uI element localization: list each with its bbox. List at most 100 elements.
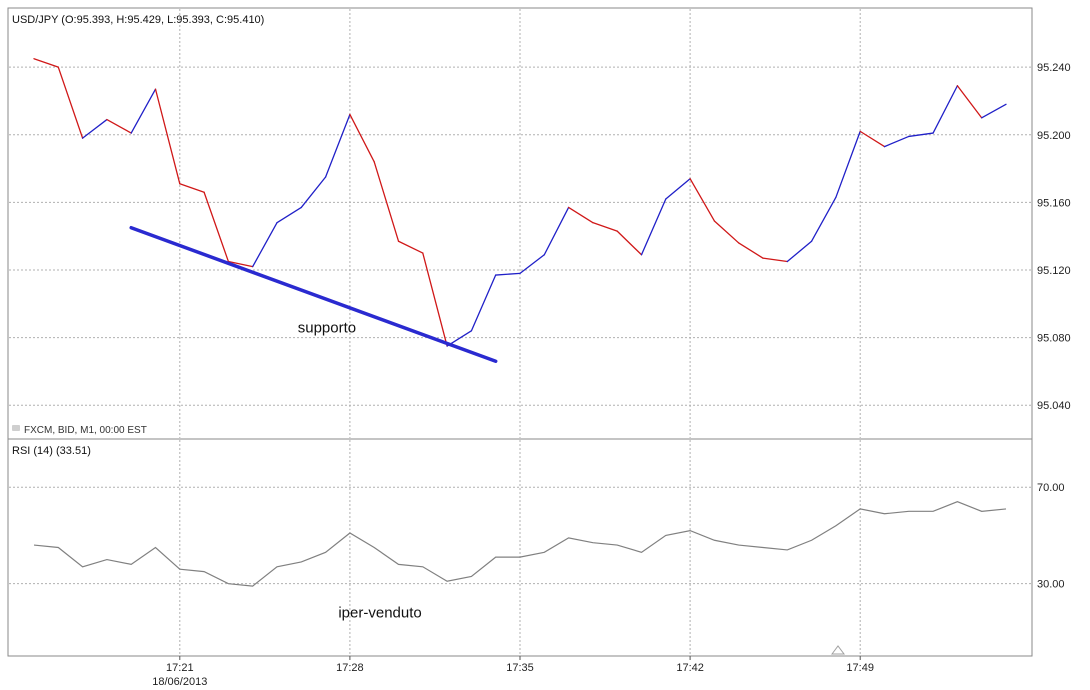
rsi-point [933, 511, 934, 512]
price-segment [349, 113, 375, 163]
price-segment [397, 240, 424, 254]
price-segment [470, 274, 497, 332]
price-point [33, 58, 34, 59]
price-point [738, 242, 739, 243]
rsi-point [252, 585, 253, 586]
price-segment [130, 88, 157, 134]
price-segment [738, 242, 764, 259]
price-segment [883, 135, 910, 148]
price-segment [835, 130, 861, 198]
price-panel: 95.040 95.080 95.120 95.160 95.200 95.240 USD… [7, 7, 1071, 440]
rsi-panel-frame [7, 438, 1033, 657]
rsi-point [58, 547, 59, 548]
price-segment [713, 220, 740, 244]
support-annotation: supporto [298, 319, 356, 336]
price-header: USD/JPY (O:95.393, H:95.429, L:95.393, C… [12, 14, 264, 26]
price-y-tick-label: 95.240 [1037, 62, 1071, 74]
price-segment [227, 260, 254, 268]
rsi-point [544, 552, 545, 553]
price-point [592, 222, 593, 223]
price-segment [106, 118, 132, 134]
price-segment [81, 118, 108, 139]
price-point [690, 178, 691, 179]
price-y-axis: 95.040 95.080 95.120 95.160 95.200 95.240 [1037, 62, 1071, 412]
rsi-point [325, 552, 326, 553]
price-point [762, 258, 763, 259]
price-point [981, 117, 982, 118]
x-tick-label: 17:49 [846, 662, 874, 674]
x-tick-label: 17:42 [676, 662, 704, 674]
support-trendline [129, 225, 498, 364]
price-point [884, 146, 885, 147]
rsi-point [738, 544, 739, 545]
price-segment [422, 252, 448, 347]
rsi-point [276, 566, 277, 567]
rsi-point [374, 547, 375, 548]
price-y-tick-label: 95.120 [1037, 265, 1071, 277]
oversold-annotation: iper-venduto [338, 605, 421, 622]
rsi-point [1005, 508, 1006, 509]
price-point [471, 330, 472, 331]
price-point [933, 132, 934, 133]
price-y-tick-label: 95.200 [1037, 130, 1071, 142]
rsi-point [714, 540, 715, 541]
price-segment [640, 198, 667, 256]
price-segment [203, 191, 230, 263]
rsi-point [981, 511, 982, 512]
rsi-point [641, 552, 642, 553]
price-point [374, 161, 375, 162]
rsi-point [787, 549, 788, 550]
price-point [422, 252, 423, 253]
rsi-y-tick-label: 30.00 [1037, 579, 1065, 591]
rsi-point [957, 501, 958, 502]
price-point [617, 231, 618, 232]
price-segment [981, 103, 1007, 119]
x-tick-label: 17:21 [166, 662, 194, 674]
price-point [325, 176, 326, 177]
rsi-y-axis: 30.00 70.00 [1037, 482, 1065, 590]
price-point [1005, 104, 1006, 105]
price-point [301, 207, 302, 208]
rsi-point [617, 544, 618, 545]
rsi-point [228, 583, 229, 584]
price-point [568, 207, 569, 208]
price-point [179, 183, 180, 184]
price-segment [616, 230, 643, 256]
price-segment [665, 178, 691, 200]
rsi-panel: 30.00 70.00 RSI (14) (33.51) iper-venduto [7, 438, 1065, 657]
rsi-point [33, 544, 34, 545]
rsi-point [82, 566, 83, 567]
rsi-point [495, 557, 496, 558]
data-source-icon [12, 425, 20, 431]
rsi-point [398, 564, 399, 565]
price-segment [762, 257, 788, 263]
price-point [495, 274, 496, 275]
price-segment [810, 196, 837, 242]
price-point [131, 132, 132, 133]
price-segment [859, 130, 886, 148]
price-segment [786, 240, 813, 263]
price-segment [179, 183, 205, 193]
rsi-point [155, 547, 156, 548]
price-point [544, 254, 545, 255]
x-axis-date-label: 18/06/2013 [152, 676, 207, 688]
rsi-point [349, 532, 350, 533]
price-segment [300, 176, 327, 209]
price-segment [495, 272, 521, 276]
rsi-point [447, 581, 448, 582]
rsi-point [884, 513, 885, 514]
price-segment [324, 113, 351, 178]
price-point [787, 261, 788, 262]
rsi-point [592, 542, 593, 543]
price-y-tick-label: 95.040 [1037, 400, 1071, 412]
price-point [155, 89, 156, 90]
price-segment [689, 178, 716, 222]
rsi-point [179, 569, 180, 570]
price-segment [373, 161, 400, 242]
price-point [641, 254, 642, 255]
rsi-point [860, 508, 861, 509]
rsi-point [690, 530, 691, 531]
price-segment [956, 85, 983, 119]
price-y-tick-label: 95.160 [1037, 197, 1071, 209]
